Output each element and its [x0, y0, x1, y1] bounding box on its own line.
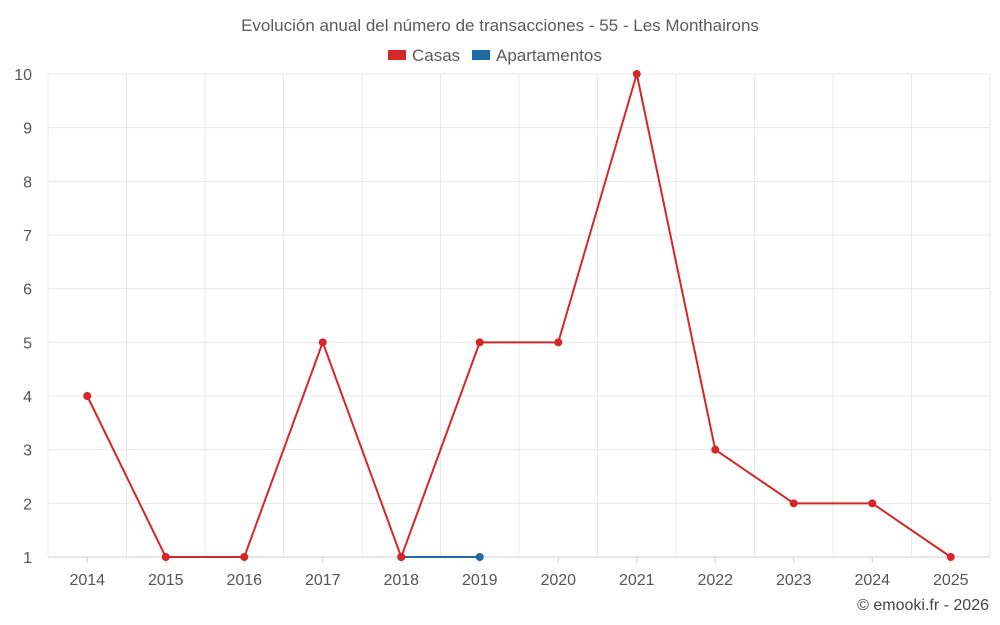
y-tick-label: 4	[23, 389, 32, 406]
x-tick-label: 2015	[148, 572, 184, 589]
y-tick-label: 3	[23, 443, 32, 460]
series-group	[83, 70, 955, 561]
data-point-casas[interactable]	[868, 499, 877, 508]
legend-swatch-apartamentos	[472, 50, 490, 60]
data-point-casas[interactable]	[240, 553, 249, 561]
x-tick-label: 2014	[69, 572, 105, 589]
data-point-apartamentos[interactable]	[475, 553, 484, 561]
y-tick-label: 6	[23, 282, 32, 299]
data-point-casas[interactable]	[711, 445, 720, 454]
y-tick-label: 2	[23, 496, 32, 513]
legend-swatch-casas	[388, 50, 406, 60]
data-point-casas[interactable]	[161, 553, 170, 561]
y-axis: 1 2 3 4 5 6 7 8 9 10	[14, 67, 32, 567]
data-point-casas[interactable]	[632, 70, 641, 78]
x-tick-label: 2019	[462, 572, 498, 589]
y-tick-label: 10	[14, 67, 32, 84]
data-point-casas[interactable]	[318, 338, 327, 347]
data-point-casas[interactable]	[83, 392, 92, 400]
y-tick-label: 5	[23, 335, 32, 352]
x-tick-label: 2016	[226, 572, 262, 589]
series-line-casas	[86, 73, 952, 558]
credit-text: © emooki.fr - 2026	[857, 597, 989, 614]
chart-title: Evolución anual del número de transaccio…	[241, 16, 759, 35]
x-tick-label: 2023	[776, 572, 812, 589]
y-tick-label: 8	[23, 174, 32, 191]
x-tick-label: 2020	[540, 572, 576, 589]
y-tick-label: 7	[23, 228, 32, 245]
legend: Casas Apartamentos	[388, 46, 602, 65]
data-point-casas[interactable]	[789, 499, 798, 508]
y-tick-label: 9	[23, 121, 32, 138]
data-point-casas[interactable]	[475, 338, 484, 347]
data-point-casas[interactable]	[397, 553, 406, 561]
x-tick-label: 2017	[305, 572, 341, 589]
x-tick-label: 2018	[383, 572, 419, 589]
x-tick-label: 2022	[697, 572, 733, 589]
x-tick-label: 2025	[933, 572, 969, 589]
y-tick-label: 1	[23, 550, 32, 567]
grid	[47, 73, 991, 558]
x-tick-label: 2024	[854, 572, 890, 589]
legend-label-apartamentos[interactable]: Apartamentos	[496, 46, 602, 65]
data-point-casas[interactable]	[946, 553, 955, 561]
x-axis: 2014 2015 2016 2017 2018 2019 2020 2021 2022 2023…	[69, 557, 969, 589]
data-point-casas[interactable]	[554, 338, 563, 347]
x-tick-label: 2021	[619, 572, 655, 589]
legend-label-casas[interactable]: Casas	[412, 46, 460, 65]
